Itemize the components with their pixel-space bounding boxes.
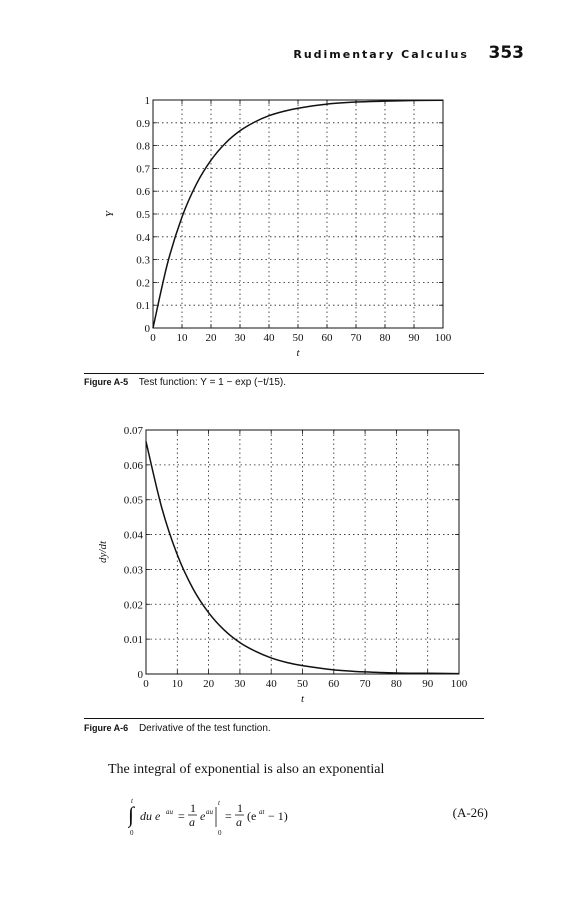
y-tick-label: 0.6: [136, 186, 150, 198]
svg-text:e: e: [200, 809, 206, 823]
svg-text:1: 1: [190, 801, 196, 815]
figure-label: Figure A-6: [84, 723, 129, 733]
y-axis-label: dy/dt: [97, 540, 109, 563]
y-tick-label: 0.8: [136, 141, 150, 153]
y-tick-label: 0.2: [136, 277, 150, 289]
svg-text:=: =: [225, 809, 232, 823]
y-tick-label: 0.9: [136, 118, 150, 130]
svg-text:a: a: [236, 815, 242, 829]
x-tick-label: 40: [264, 332, 276, 344]
svg-text:1: 1: [237, 801, 243, 815]
svg-text:du e: du e: [140, 809, 161, 823]
svg-text:at: at: [259, 808, 266, 816]
integral-equation: t ∫ 0 du e au = 1 a e au t 0 = 1 a (e at…: [126, 795, 488, 837]
x-tick-label: 90: [422, 678, 434, 690]
x-tick-label: 20: [203, 678, 215, 690]
svg-text:t: t: [131, 797, 134, 805]
series-line: [152, 99, 444, 329]
x-tick-label: 0: [143, 678, 149, 690]
equation-number: (A-26): [452, 805, 488, 820]
svg-text:au: au: [206, 808, 214, 816]
figure-a5-caption: Figure A-5 Test function: Y = 1 − exp (−…: [84, 377, 286, 388]
test-function-plot: 0 10 20 30 40 50 60 70 80 90 100 0 0.1 0.2 0.3 0.4 0.5 0.…: [104, 95, 452, 359]
y-tick-label: 0.7: [136, 163, 150, 175]
x-tick-label: 70: [360, 678, 372, 690]
y-tick-label: 0.01: [124, 634, 143, 646]
x-axis-label: t: [296, 347, 300, 359]
y-tick-label: 0.4: [136, 232, 150, 244]
svg-text:a: a: [189, 815, 195, 829]
figure-caption-text: Test function: Y = 1 − exp (−t/15).: [138, 377, 287, 388]
page-number: 353: [488, 43, 525, 63]
y-tick-label: 0.3: [136, 255, 150, 267]
y-tick-label: 0.1: [136, 300, 150, 312]
x-tick-label: 10: [177, 332, 189, 344]
x-tick-label: 50: [293, 332, 305, 344]
figure-rule: [84, 373, 484, 374]
svg-text:0: 0: [130, 829, 134, 837]
x-tick-label: 70: [351, 332, 363, 344]
x-tick-label: 40: [266, 678, 278, 690]
figure-rule: [84, 718, 484, 719]
x-axis-label: t: [301, 693, 305, 705]
y-tick-label: 1: [145, 95, 151, 107]
svg-text:t: t: [218, 799, 221, 807]
y-tick-label: 0.03: [124, 564, 144, 576]
y-tick-label: 0: [145, 323, 151, 335]
figure-label: Figure A-5: [84, 377, 129, 387]
equation-formula: t ∫ 0 du e au = 1 a e au t 0 = 1 a (e at…: [126, 797, 288, 837]
x-tick-label: 100: [451, 678, 468, 690]
x-tick-label: 30: [235, 332, 247, 344]
y-tick-label: 0.06: [124, 460, 144, 472]
x-tick-label: 90: [409, 332, 421, 344]
x-tick-label: 30: [234, 678, 246, 690]
svg-text:− 1): − 1): [268, 809, 288, 823]
derivative-plot: 0 10 20 30 40 50 60 70 80 90 100 0 0.01 0.02 0.03 0.04 0…: [97, 425, 468, 705]
y-tick-label: 0.07: [124, 425, 144, 437]
x-tick-label: 100: [435, 332, 452, 344]
svg-text:=: =: [178, 809, 185, 823]
y-tick-label: 0.5: [136, 209, 150, 221]
running-header: Rudimentary Calculus 353: [293, 43, 524, 63]
y-tick-label: 0.04: [124, 530, 144, 542]
x-tick-label: 10: [172, 678, 184, 690]
x-tick-label: 0: [150, 332, 156, 344]
svg-text:(e: (e: [247, 809, 256, 823]
section-title: Rudimentary Calculus: [293, 48, 469, 61]
body-paragraph: The integral of exponential is also an e…: [108, 762, 385, 777]
y-axis-label: Y: [104, 209, 116, 217]
figure-a6-caption: Figure A-6 Derivative of the test functi…: [84, 723, 271, 734]
x-tick-label: 50: [297, 678, 309, 690]
y-tick-label: 0.02: [124, 599, 143, 611]
x-tick-label: 60: [322, 332, 334, 344]
y-tick-label: 0: [138, 669, 144, 681]
svg-text:au: au: [166, 808, 174, 816]
svg-text:∫: ∫: [128, 802, 136, 828]
series-line: [145, 441, 460, 675]
figure-caption-text: Derivative of the test function.: [138, 723, 271, 734]
x-tick-label: 60: [328, 678, 340, 690]
svg-text:0: 0: [218, 829, 222, 837]
x-tick-label: 80: [391, 678, 403, 690]
x-tick-label: 20: [206, 332, 218, 344]
y-tick-label: 0.05: [124, 495, 144, 507]
x-tick-label: 80: [380, 332, 392, 344]
